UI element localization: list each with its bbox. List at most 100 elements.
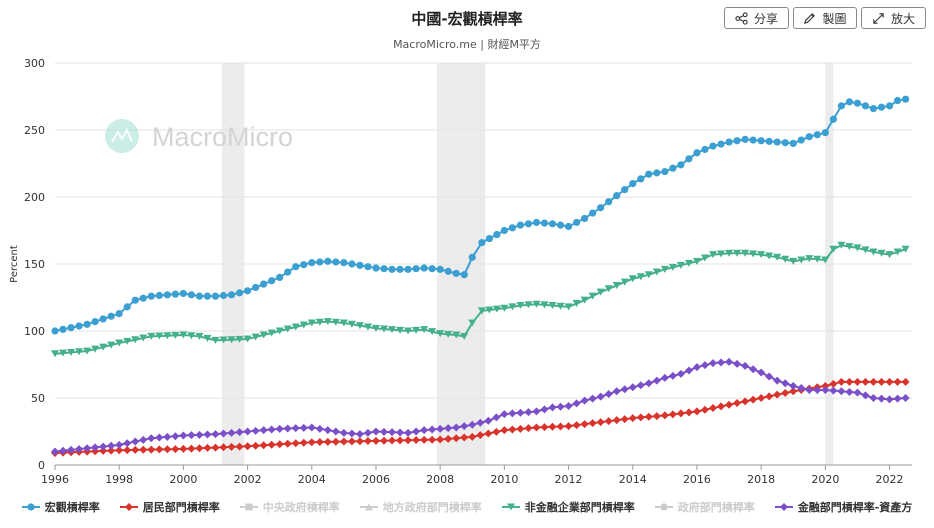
legend-label: 宏觀槓桿率 (44, 501, 100, 514)
data-point (267, 425, 276, 434)
data-point (661, 167, 669, 176)
data-point (436, 435, 445, 444)
data-point (861, 246, 870, 254)
data-point (885, 395, 894, 404)
data-point (589, 209, 597, 217)
data-point (227, 442, 236, 451)
data-point (532, 407, 541, 416)
data-point (628, 275, 637, 283)
data-point (853, 388, 862, 397)
data-point (516, 221, 525, 229)
data-point (67, 445, 76, 454)
legend-marker-icon (119, 503, 138, 511)
data-point (700, 405, 709, 414)
legend-label: 政府部門槓桿率 (677, 501, 755, 514)
data-point (797, 383, 806, 392)
data-point (500, 410, 509, 419)
legend-item-2[interactable]: 中央政府槓桿率 (239, 499, 340, 515)
legend-item-0[interactable]: 宏觀槓桿率 (21, 499, 100, 515)
data-point (564, 402, 573, 411)
data-point (452, 331, 461, 339)
data-point (219, 443, 228, 452)
data-point (676, 409, 685, 418)
data-point (861, 391, 870, 400)
x-tick-label: 2016 (683, 473, 711, 486)
data-point (532, 218, 541, 227)
data-point (813, 255, 822, 263)
x-tick-label: 2020 (811, 473, 839, 486)
data-point (717, 140, 725, 148)
data-point (123, 303, 131, 311)
data-point (428, 435, 437, 444)
data-point (692, 363, 701, 372)
data-point (155, 445, 164, 454)
data-point (388, 326, 397, 334)
data-point (692, 257, 701, 265)
data-point (500, 226, 508, 235)
data-point (620, 415, 629, 424)
data-point (259, 331, 268, 339)
data-point (580, 296, 589, 304)
legend-item-1[interactable]: 居民部門槓桿率 (119, 499, 220, 515)
watermark: MacroMicro (105, 119, 293, 153)
data-point (412, 427, 421, 436)
data-point (773, 376, 782, 385)
x-tick-label: 1998 (105, 473, 133, 486)
data-point (452, 269, 460, 277)
data-point (757, 368, 766, 377)
data-point (444, 434, 453, 443)
data-point (404, 436, 413, 445)
legend-item-5[interactable]: 政府部門槓桿率 (654, 499, 755, 515)
data-point (893, 248, 902, 256)
data-point (612, 416, 621, 425)
data-point (123, 337, 132, 345)
data-point (227, 428, 236, 437)
data-point (91, 345, 100, 353)
data-point (115, 446, 124, 455)
share-button[interactable]: 分享 (724, 7, 789, 29)
data-point (468, 420, 477, 429)
legend-marker-shape (245, 503, 253, 511)
data-point (797, 136, 805, 144)
x-tick-label: 1996 (41, 473, 69, 486)
legend-item-3[interactable]: 地方政府部門槓桿率 (359, 499, 482, 515)
data-point (645, 170, 653, 178)
data-point (51, 327, 59, 335)
expand-button[interactable]: 放大 (861, 7, 926, 29)
data-point (564, 222, 573, 231)
data-point (741, 249, 750, 257)
data-point (709, 142, 717, 150)
data-point (781, 388, 790, 397)
data-point (484, 416, 493, 425)
data-point (700, 361, 709, 370)
data-point (379, 427, 388, 436)
data-point (580, 420, 589, 429)
data-point (588, 394, 597, 403)
data-point (620, 385, 629, 394)
data-point (163, 291, 171, 299)
data-point (187, 332, 196, 340)
draw-button[interactable]: 製圖 (793, 7, 857, 29)
data-point (789, 381, 798, 390)
data-point (347, 320, 356, 328)
data-point (636, 273, 645, 281)
legend-item-4[interactable]: 非金融企業部門槓桿率 (501, 499, 635, 515)
data-point (485, 234, 493, 243)
data-point (187, 444, 196, 453)
data-point (267, 440, 276, 449)
data-point (348, 260, 356, 268)
data-point (99, 343, 108, 351)
data-point (620, 278, 629, 286)
legend-item-6[interactable]: 金融部門槓桿率-資產方 (774, 499, 912, 515)
data-point (493, 230, 501, 239)
data-point (636, 381, 645, 390)
data-point (171, 432, 180, 441)
data-point (485, 306, 494, 314)
data-point (276, 273, 284, 281)
data-point (51, 350, 59, 358)
data-point (195, 444, 204, 453)
data-point (155, 332, 164, 340)
data-point (652, 268, 661, 276)
data-point (564, 422, 573, 431)
y-tick-label: 50 (31, 392, 45, 405)
